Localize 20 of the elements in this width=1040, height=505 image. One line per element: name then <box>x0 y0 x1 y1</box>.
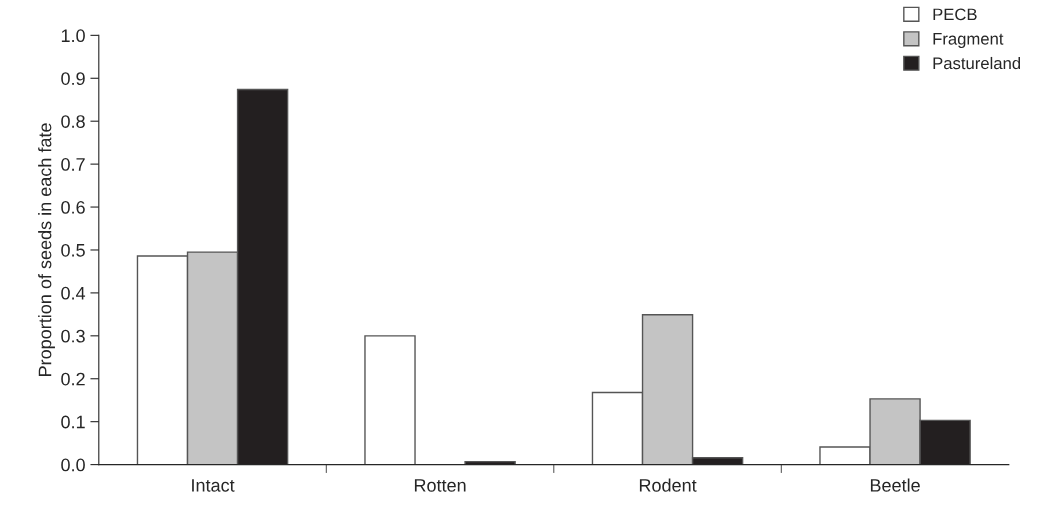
y-tick-label: 0.0 <box>61 458 85 472</box>
y-tick-label: 0.4 <box>61 286 86 300</box>
y-tick-label: 0.1 <box>61 415 85 429</box>
legend-label: PECB <box>933 8 977 21</box>
x-tick-label: Rodent <box>639 478 697 492</box>
legend-label: Fragment <box>933 33 1004 49</box>
legend-label: Pastureland <box>933 56 1021 70</box>
x-tick-label: Beetle <box>870 478 920 492</box>
y-tick-label: 0.6 <box>61 200 85 214</box>
y-tick-label: 0.9 <box>61 72 85 85</box>
y-tick-label: 0.3 <box>61 329 85 343</box>
y-tick-label: 0.8 <box>61 115 85 128</box>
x-tick-label: Intact <box>192 479 235 492</box>
y-tick-label: 1.0 <box>61 29 85 43</box>
y-tick-label: 0.5 <box>61 243 85 257</box>
x-tick-label: Rotten <box>414 479 466 492</box>
bar <box>364 335 416 465</box>
y-tick-label: 0.7 <box>61 158 85 171</box>
y-tick-label: 0.2 <box>61 372 85 386</box>
y-axis-title: Proportion of seeds in each fate <box>38 123 55 376</box>
